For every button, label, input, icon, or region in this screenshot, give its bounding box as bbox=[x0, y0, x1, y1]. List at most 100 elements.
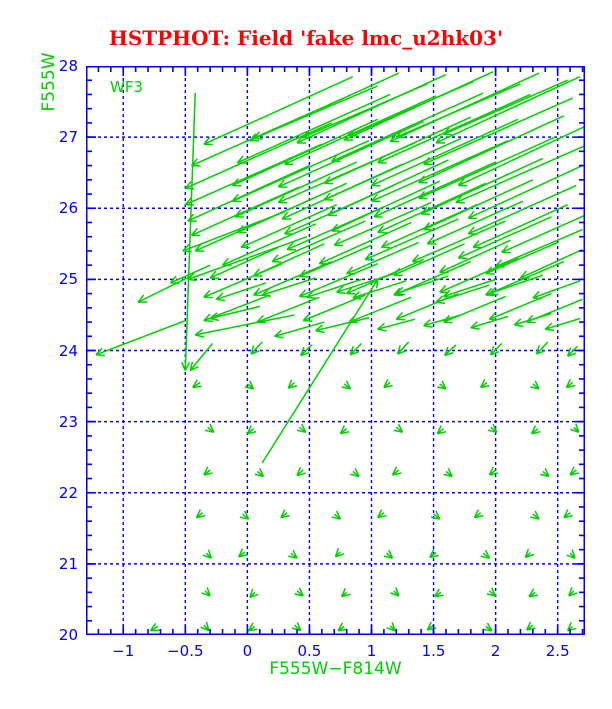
recovery-vector bbox=[337, 622, 347, 632]
recovery-vector bbox=[482, 622, 493, 632]
recovery-vector bbox=[240, 204, 338, 249]
recovery-vector bbox=[383, 379, 393, 389]
recovery-vector bbox=[566, 622, 577, 632]
recovery-vector bbox=[184, 122, 333, 190]
recovery-vector bbox=[288, 549, 298, 559]
recovery-vector bbox=[393, 260, 472, 297]
recovery-vector bbox=[396, 341, 410, 355]
recovery-vector bbox=[426, 200, 524, 245]
x-tick-label: −1 bbox=[112, 642, 135, 660]
recovery-vector bbox=[331, 510, 342, 520]
recovery-vector bbox=[544, 317, 581, 332]
x-tick-label: 2.5 bbox=[545, 642, 570, 660]
recovery-vector bbox=[430, 510, 441, 520]
recovery-vector bbox=[524, 548, 535, 559]
recovery-vector bbox=[261, 278, 379, 464]
recovery-vector bbox=[435, 75, 581, 144]
recovery-vector bbox=[434, 588, 444, 598]
recovery-vector bbox=[189, 342, 214, 372]
recovery-vector bbox=[298, 263, 378, 298]
recovery-vector bbox=[370, 118, 519, 187]
recovery-vector bbox=[300, 344, 313, 357]
recovery-vector bbox=[253, 260, 333, 297]
y-tick-label: 24 bbox=[58, 341, 78, 360]
recovery-vector bbox=[280, 509, 290, 519]
plot-frame bbox=[86, 66, 585, 635]
recovery-vector bbox=[525, 621, 536, 631]
recovery-vector bbox=[231, 139, 370, 203]
recovery-vector bbox=[137, 275, 192, 303]
recovery-vector bbox=[331, 180, 441, 232]
recovery-vector bbox=[246, 425, 257, 435]
recovery-vector bbox=[566, 345, 579, 357]
recovery-vector bbox=[488, 466, 499, 476]
recovery-vector bbox=[377, 93, 531, 164]
vector-field-chart bbox=[86, 66, 585, 635]
recovery-vector bbox=[480, 379, 490, 389]
recovery-vector bbox=[442, 79, 568, 136]
recovery-vector bbox=[429, 549, 439, 559]
recovery-vector bbox=[200, 621, 210, 632]
x-tick-label: −0.5 bbox=[167, 642, 204, 660]
recovery-vector bbox=[530, 425, 541, 435]
recovery-vector bbox=[470, 315, 509, 330]
chart-plot-area: WF3 bbox=[86, 66, 585, 635]
recovery-vector bbox=[377, 318, 416, 332]
recovery-vector bbox=[568, 587, 578, 597]
y-tick-label: 27 bbox=[58, 128, 78, 147]
recovery-vector bbox=[204, 423, 215, 434]
recovery-vector bbox=[540, 467, 550, 478]
recovery-vector bbox=[418, 115, 565, 184]
recovery-vector bbox=[528, 588, 539, 598]
recovery-vector bbox=[563, 509, 573, 519]
recovery-vector bbox=[203, 294, 270, 323]
recovery-vector bbox=[202, 549, 213, 559]
recovery-vector bbox=[277, 142, 416, 204]
recovery-vector bbox=[486, 587, 497, 597]
y-tick-label: 25 bbox=[58, 270, 78, 289]
recovery-vector bbox=[203, 75, 354, 146]
y-axis-title: F555W bbox=[39, 52, 59, 112]
recovery-vector bbox=[95, 319, 186, 357]
recovery-vector bbox=[302, 294, 366, 322]
recovery-vector bbox=[203, 466, 213, 476]
y-tick-label: 23 bbox=[58, 412, 78, 431]
recovery-vector bbox=[488, 274, 544, 296]
x-tick-label: 0 bbox=[242, 642, 253, 660]
recovery-vector bbox=[467, 164, 583, 220]
recovery-vector bbox=[215, 282, 267, 302]
recovery-vector bbox=[426, 621, 437, 631]
recovery-vector bbox=[370, 139, 509, 203]
recovery-vector bbox=[190, 186, 300, 237]
recovery-vector bbox=[566, 549, 576, 559]
recovery-vector bbox=[457, 216, 552, 260]
recovery-vector bbox=[271, 220, 366, 263]
recovery-vector bbox=[195, 509, 206, 519]
recovery-vector bbox=[350, 467, 360, 478]
x-tick-label: 1 bbox=[366, 642, 377, 660]
recovery-vector bbox=[480, 549, 491, 559]
recovery-vector bbox=[386, 621, 396, 632]
recovery-vector bbox=[277, 120, 424, 188]
recovery-vector bbox=[256, 296, 320, 324]
recovery-vector bbox=[418, 136, 556, 200]
recovery-vector bbox=[239, 510, 250, 520]
recovery-vector bbox=[169, 264, 211, 284]
recovery-vector bbox=[253, 85, 378, 140]
recovery-vector bbox=[315, 317, 370, 334]
recovery-vector bbox=[485, 260, 565, 297]
recovery-vector bbox=[423, 179, 534, 231]
recovery-vector bbox=[532, 280, 581, 300]
recovery-vector bbox=[348, 80, 474, 137]
y-tick-label: 21 bbox=[58, 554, 78, 573]
recovery-vector bbox=[209, 246, 279, 279]
recovery-vector bbox=[383, 549, 394, 559]
recovery-vector bbox=[184, 143, 323, 206]
recovery-vector bbox=[437, 380, 447, 390]
recovery-vector bbox=[489, 342, 503, 356]
recovery-vector bbox=[457, 125, 585, 187]
recovery-vector bbox=[331, 92, 484, 163]
recovery-vector bbox=[377, 509, 387, 519]
recovery-vector bbox=[284, 184, 395, 235]
